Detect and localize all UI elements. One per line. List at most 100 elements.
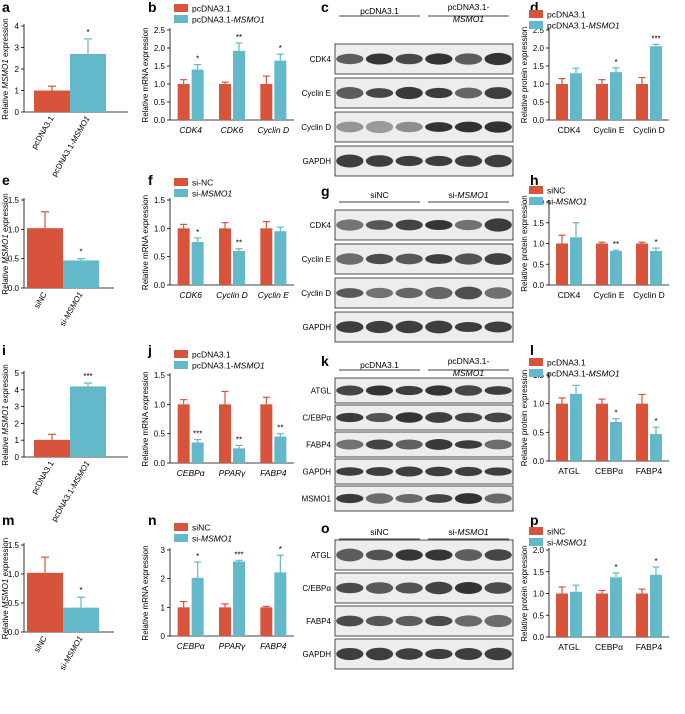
bar: [219, 607, 231, 636]
legend-label-part: si-: [192, 534, 201, 544]
y-tick-label: 0.5: [533, 428, 545, 437]
legend-label-gene: MSMO1: [589, 369, 620, 379]
band: [454, 87, 483, 99]
band-label: Cyclin E: [302, 89, 331, 98]
bar: [274, 572, 287, 636]
band: [365, 53, 394, 65]
y-tick-label: 0: [161, 632, 166, 641]
band: [395, 385, 423, 396]
band: [336, 548, 364, 562]
significance-mark: *: [79, 248, 82, 257]
significance-mark: *: [196, 55, 199, 64]
band: [425, 439, 453, 450]
category-label: CDK6: [221, 125, 244, 135]
legend-label: pcDNA3.1: [547, 358, 586, 368]
band: [454, 219, 483, 231]
band: [395, 549, 423, 561]
band: [484, 121, 512, 133]
y-tick-label: 0.0: [533, 116, 545, 125]
significance-mark: *: [654, 417, 657, 426]
panel-label-p: p: [530, 512, 539, 528]
legend-swatch: [174, 178, 188, 186]
legend-swatch: [174, 189, 188, 197]
category-label: PPARγ: [219, 641, 247, 651]
bar: [274, 231, 287, 285]
y-tick-label: 0.5: [154, 253, 166, 262]
band: [454, 412, 483, 423]
significance-mark: ***: [651, 34, 660, 43]
band: [336, 288, 364, 298]
category-label: Cyclin D: [258, 125, 290, 135]
legend-swatch: [174, 350, 188, 358]
band: [395, 121, 423, 133]
blot-strip: [334, 458, 514, 485]
category-label-gene: MSMO1: [69, 115, 91, 145]
band: [425, 581, 453, 595]
legend-label-part: pcDNA3.1-: [192, 15, 234, 25]
band: [484, 218, 512, 232]
legend-label: pcDNA3.1: [547, 10, 586, 20]
legend-swatch: [529, 186, 543, 194]
y-axis-label-part: expression: [1, 18, 10, 59]
blot-strip: [334, 277, 514, 309]
blot-group-right-part: si-: [448, 190, 457, 200]
band-label: MSMO1: [302, 495, 332, 504]
band: [484, 582, 512, 594]
band: [425, 122, 453, 132]
band: [395, 53, 423, 65]
band: [395, 253, 423, 265]
band: [454, 440, 483, 449]
panel-label-o: o: [321, 520, 330, 536]
band: [395, 287, 423, 299]
y-tick-label: 2.0: [533, 44, 545, 53]
blot-c: c pcDNA3.1 pcDNA3.1- MSMO1 CDK4 Cyclin E Cycli…: [301, 0, 514, 177]
y-axis-label: Relative MSMO1 expression: [1, 18, 10, 119]
y-tick-label: 1.0: [533, 400, 545, 409]
y-tick-label: 2: [161, 575, 166, 584]
bar: [34, 439, 70, 457]
y-axis-label-gene: MSMO1: [1, 59, 10, 88]
y-tick-label: 0.0: [154, 459, 166, 468]
y-tick-label: 1.5: [533, 568, 545, 577]
y-tick-label: 4: [15, 386, 20, 395]
band: [454, 53, 483, 65]
blot-group-right-line1: pcDNA3.1-: [448, 2, 490, 12]
legend-label-gene: MSMO1: [589, 21, 620, 31]
bar: [556, 403, 568, 461]
band: [395, 439, 423, 450]
y-axis-label: Relative protein expression: [520, 545, 529, 642]
band: [336, 582, 364, 594]
blot-group-right-gene: MSMO1: [457, 190, 488, 200]
y-tick-label: 0.5: [154, 430, 166, 439]
band: [425, 53, 453, 65]
category-label: Cyclin D: [216, 290, 248, 300]
category-label: Cyclin E: [593, 125, 625, 135]
y-axis-label: Relative mRNA expression: [141, 545, 150, 640]
y-tick-label: 0.0: [533, 281, 545, 290]
band: [336, 615, 364, 627]
bar: [177, 404, 190, 463]
bar: [650, 250, 662, 285]
y-tick-label: 2.5: [154, 26, 166, 35]
legend-swatch: [174, 4, 188, 12]
panel-label-i: i: [2, 342, 6, 358]
panel-label-j: j: [147, 342, 152, 358]
band: [336, 647, 364, 661]
legend-swatch: [529, 10, 543, 18]
y-tick-label: 1.5: [533, 62, 545, 71]
y-tick-label: 0.5: [533, 611, 545, 620]
band: [454, 466, 483, 477]
bar: [596, 84, 608, 120]
bar: [636, 84, 648, 120]
band: [365, 155, 394, 167]
legend-swatch: [174, 523, 188, 531]
band: [336, 154, 364, 168]
legend-label-gene: MSMO1: [201, 189, 232, 199]
category-label: CEBPα: [595, 466, 623, 476]
legend-label: si-NC: [192, 178, 213, 188]
y-axis-label-part: Relative: [1, 608, 10, 639]
blot-strip: [334, 485, 514, 512]
blot-group-right-line2: MSMO1: [453, 14, 484, 24]
blot-group-right: si-MSMO1: [448, 527, 488, 537]
bar: [570, 73, 582, 120]
